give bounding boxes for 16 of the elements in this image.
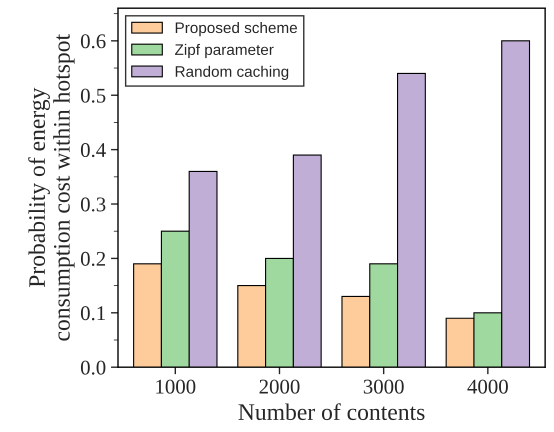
y-tick-label: 0.6 [80,34,106,48]
y-tick-label: 0.3 [80,197,106,212]
y-tick-label: 0.1 [80,306,105,320]
legend-label: Zipf parameter [175,44,274,58]
y-tick-label: 0.2 [80,252,106,266]
y-tick-label: 0.4 [80,143,106,158]
x-axis-title: Number of contents [238,403,424,420]
y-axis-title: Probability of energy consumption cost within hotspot [28,34,75,341]
legend-label: Random caching [176,66,288,80]
y-tick-label: 0.0 [80,360,106,375]
x-tick-label: 2000 [260,380,300,394]
x-tick-label: 3000 [364,380,404,394]
y-tick-label: 0.5 [80,88,106,103]
x-tick-label: 1000 [156,380,196,394]
legend-label: Proposed scheme [176,22,297,36]
x-tick-label: 4000 [467,380,508,394]
